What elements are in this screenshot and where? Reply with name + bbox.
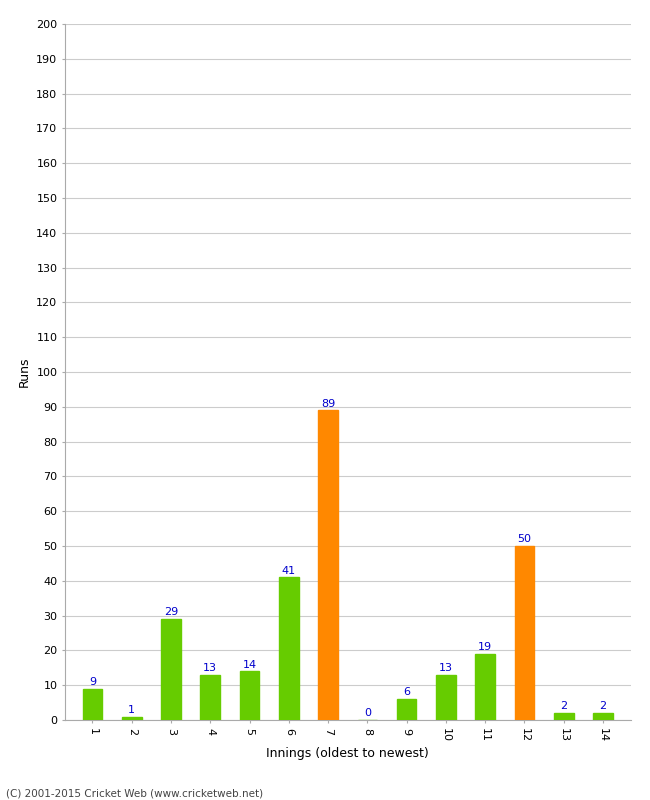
Bar (240, 671, 259, 720)
Bar (475, 654, 495, 720)
Text: 9: 9 (89, 677, 96, 687)
Text: 2: 2 (560, 702, 567, 711)
Text: 14: 14 (242, 659, 257, 670)
Bar (515, 546, 534, 720)
Text: 29: 29 (164, 607, 178, 618)
Text: 0: 0 (364, 708, 371, 718)
Bar (318, 410, 338, 720)
Bar (122, 717, 142, 720)
Text: 89: 89 (321, 398, 335, 409)
X-axis label: Innings (oldest to newest): Innings (oldest to newest) (266, 747, 429, 760)
Text: (C) 2001-2015 Cricket Web (www.cricketweb.net): (C) 2001-2015 Cricket Web (www.cricketwe… (6, 788, 264, 798)
Y-axis label: Runs: Runs (18, 357, 31, 387)
Bar (436, 674, 456, 720)
Bar (554, 713, 573, 720)
Bar (593, 713, 613, 720)
Bar (397, 699, 417, 720)
Text: 41: 41 (282, 566, 296, 575)
Bar (83, 689, 102, 720)
Bar (161, 619, 181, 720)
Text: 50: 50 (517, 534, 532, 544)
Bar (200, 674, 220, 720)
Text: 13: 13 (439, 663, 453, 673)
Text: 1: 1 (128, 705, 135, 714)
Bar (279, 578, 298, 720)
Text: 2: 2 (599, 702, 606, 711)
Text: 6: 6 (403, 687, 410, 698)
Text: 13: 13 (203, 663, 217, 673)
Text: 19: 19 (478, 642, 492, 652)
